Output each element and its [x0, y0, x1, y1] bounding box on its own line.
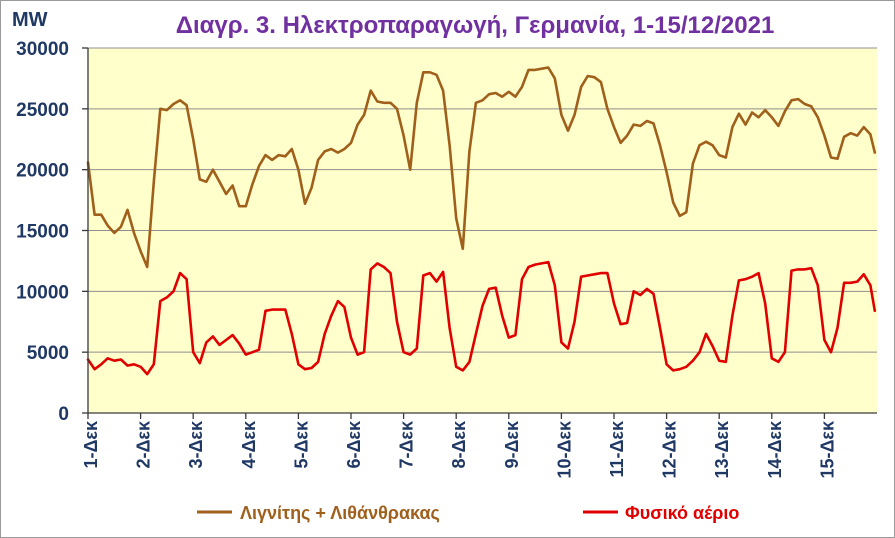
x-axis: 1-Δεκ 2-Δεκ 3-Δεκ 4-Δεκ 5-Δεκ 6-Δεκ 7-Δεκ 8-Δεκ… — [81, 413, 837, 479]
y-axis: 0 5000 10000 15000 20000 25000 30000 — [16, 39, 88, 425]
chart-title: Διαγρ. 3. Ηλεκτροπαραγωγή, Γερμανία, 1-1… — [176, 12, 775, 39]
x-tick-label: 2-Δεκ — [134, 420, 154, 468]
x-tick-label: 1-Δεκ — [81, 420, 101, 468]
series-lines — [86, 66, 877, 376]
y-tick-label: 20000 — [16, 161, 69, 182]
y-axis-label: MW — [12, 9, 48, 31]
x-tick-label: 5-Δεκ — [291, 420, 311, 468]
x-tick-label: 14-Δεκ — [765, 420, 785, 478]
y-tick-label: 0 — [58, 404, 69, 425]
x-tick-label: 3-Δεκ — [186, 420, 206, 468]
x-tick-label: 8-Δεκ — [449, 420, 469, 468]
y-tick-label: 25000 — [16, 100, 69, 121]
x-tick-label: 15-Δεκ — [817, 420, 837, 478]
legend-label-1: Λιγνίτης + Λιθάνθρακας — [240, 503, 440, 523]
y-tick-label: 30000 — [16, 39, 69, 60]
y-tick-label: 10000 — [16, 282, 69, 303]
x-tick-label: 13-Δεκ — [712, 420, 732, 478]
series-line-1 — [86, 66, 877, 269]
series-line-2 — [86, 260, 877, 376]
y-tick-label: 15000 — [16, 222, 69, 243]
x-tick-label: 7-Δεκ — [397, 420, 417, 468]
x-tick-label: 12-Δεκ — [660, 420, 680, 478]
x-tick-label: 6-Δεκ — [344, 420, 364, 468]
x-tick-label: 11-Δεκ — [607, 420, 627, 478]
gridlines — [88, 47, 877, 353]
legend-label-2: Φυσικό αέριο — [625, 503, 739, 523]
y-tick-label: 5000 — [27, 343, 69, 364]
x-tick-label: 10-Δεκ — [554, 420, 574, 478]
x-tick-label: 9-Δεκ — [502, 420, 522, 468]
x-tick-label: 4-Δεκ — [239, 420, 259, 468]
legend: Λιγνίτης + Λιθάνθρακας Φυσικό αέριο — [197, 503, 739, 523]
